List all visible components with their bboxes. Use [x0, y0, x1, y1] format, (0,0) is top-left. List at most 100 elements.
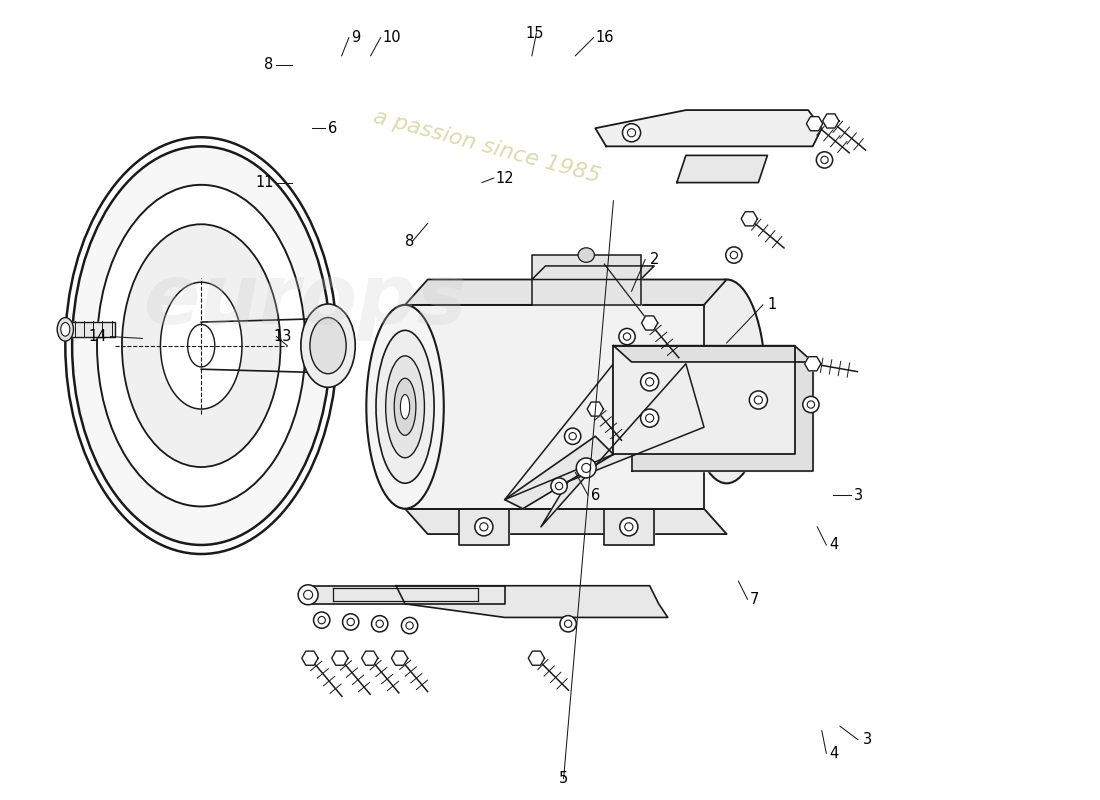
Text: europs: europs: [144, 260, 468, 341]
Text: 6: 6: [328, 121, 338, 136]
Ellipse shape: [688, 279, 766, 483]
Polygon shape: [396, 586, 668, 618]
Polygon shape: [614, 346, 813, 362]
Circle shape: [821, 156, 828, 163]
Circle shape: [726, 247, 742, 263]
Ellipse shape: [400, 394, 409, 419]
Ellipse shape: [65, 138, 337, 554]
Polygon shape: [741, 212, 758, 226]
Circle shape: [755, 396, 762, 404]
Circle shape: [619, 518, 638, 536]
Polygon shape: [301, 651, 318, 666]
Text: 13: 13: [274, 329, 293, 344]
Polygon shape: [505, 436, 614, 509]
Polygon shape: [505, 364, 614, 500]
Circle shape: [480, 522, 488, 531]
Circle shape: [749, 391, 768, 409]
Polygon shape: [332, 651, 348, 666]
Text: a passion since 1985: a passion since 1985: [371, 106, 603, 186]
Circle shape: [342, 614, 359, 630]
Circle shape: [402, 618, 418, 634]
Ellipse shape: [60, 322, 70, 336]
Text: 9: 9: [351, 30, 360, 45]
Text: 16: 16: [595, 30, 614, 45]
Polygon shape: [528, 651, 544, 666]
Text: 3: 3: [862, 732, 871, 747]
Text: 10: 10: [383, 30, 402, 45]
Circle shape: [406, 622, 414, 630]
Circle shape: [372, 616, 388, 632]
Ellipse shape: [188, 324, 214, 367]
Polygon shape: [823, 114, 839, 128]
Circle shape: [560, 616, 576, 632]
Circle shape: [816, 152, 833, 168]
Text: 14: 14: [88, 329, 107, 344]
Text: 7: 7: [749, 592, 759, 607]
Polygon shape: [587, 402, 604, 416]
Circle shape: [803, 396, 820, 413]
Circle shape: [318, 617, 326, 624]
Circle shape: [646, 378, 653, 386]
Circle shape: [551, 478, 568, 494]
Text: 5: 5: [559, 771, 569, 786]
Polygon shape: [392, 651, 408, 666]
Circle shape: [640, 409, 659, 427]
Text: 1: 1: [768, 298, 777, 312]
Circle shape: [625, 522, 632, 531]
Polygon shape: [405, 305, 704, 509]
Ellipse shape: [97, 185, 306, 506]
Ellipse shape: [301, 304, 355, 387]
Circle shape: [627, 129, 636, 137]
Polygon shape: [532, 255, 640, 305]
Text: 12: 12: [496, 170, 515, 186]
Polygon shape: [641, 316, 658, 330]
Circle shape: [646, 414, 653, 422]
Circle shape: [564, 620, 572, 627]
Polygon shape: [405, 509, 727, 534]
Ellipse shape: [579, 248, 594, 262]
Polygon shape: [804, 357, 821, 371]
Polygon shape: [595, 110, 822, 146]
Circle shape: [556, 482, 563, 490]
Circle shape: [623, 124, 640, 142]
Text: 8: 8: [264, 58, 274, 72]
Polygon shape: [806, 117, 823, 130]
Ellipse shape: [394, 378, 416, 435]
Circle shape: [376, 620, 384, 627]
Circle shape: [564, 428, 581, 444]
Polygon shape: [604, 509, 654, 545]
Circle shape: [582, 463, 591, 473]
Text: 2: 2: [650, 252, 659, 267]
Text: 8: 8: [405, 234, 415, 249]
Ellipse shape: [376, 330, 435, 483]
Circle shape: [298, 585, 318, 605]
Circle shape: [569, 433, 576, 440]
Text: 3: 3: [854, 488, 862, 502]
Ellipse shape: [57, 318, 74, 341]
Text: 4: 4: [829, 538, 838, 553]
Polygon shape: [532, 266, 654, 279]
Circle shape: [807, 401, 815, 408]
Polygon shape: [460, 509, 509, 545]
Polygon shape: [70, 322, 116, 337]
Circle shape: [640, 373, 659, 391]
Circle shape: [314, 612, 330, 628]
Circle shape: [304, 590, 312, 599]
Polygon shape: [306, 586, 505, 604]
Polygon shape: [362, 651, 378, 666]
Text: 11: 11: [255, 175, 274, 190]
Polygon shape: [614, 346, 794, 454]
Ellipse shape: [161, 282, 242, 409]
Text: 4: 4: [829, 746, 838, 761]
Polygon shape: [676, 155, 768, 182]
Circle shape: [346, 618, 354, 626]
Ellipse shape: [386, 356, 425, 458]
Circle shape: [576, 458, 596, 478]
Circle shape: [475, 518, 493, 536]
Polygon shape: [405, 279, 727, 305]
Circle shape: [730, 251, 738, 258]
Ellipse shape: [366, 305, 443, 509]
Circle shape: [624, 333, 630, 340]
Text: 15: 15: [526, 26, 543, 41]
Text: 6: 6: [591, 488, 600, 502]
